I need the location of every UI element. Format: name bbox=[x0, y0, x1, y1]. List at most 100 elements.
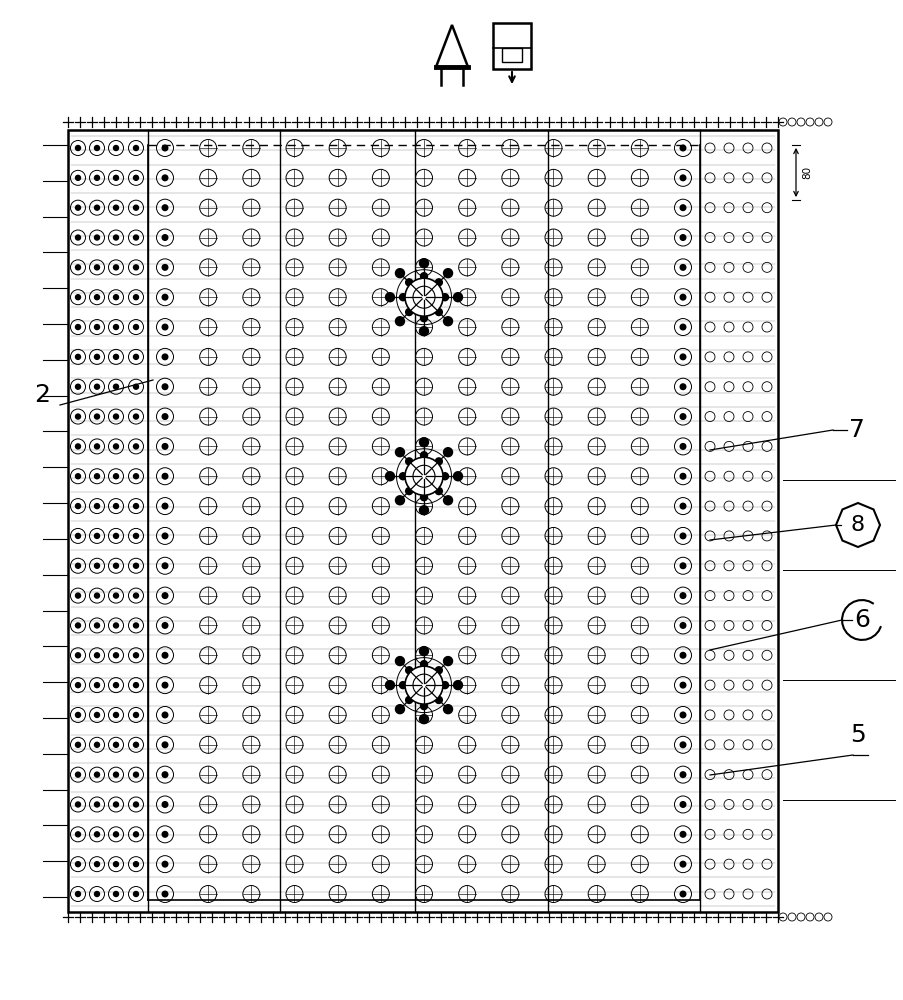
Circle shape bbox=[420, 315, 427, 322]
Circle shape bbox=[95, 354, 99, 359]
Circle shape bbox=[162, 145, 168, 151]
Circle shape bbox=[134, 205, 138, 210]
Circle shape bbox=[134, 474, 138, 479]
Circle shape bbox=[162, 861, 168, 867]
Circle shape bbox=[405, 309, 412, 316]
Circle shape bbox=[134, 862, 138, 867]
Circle shape bbox=[679, 294, 685, 300]
Circle shape bbox=[134, 175, 138, 180]
Circle shape bbox=[76, 235, 80, 240]
Circle shape bbox=[95, 205, 99, 210]
Circle shape bbox=[95, 593, 99, 598]
Circle shape bbox=[114, 563, 118, 568]
Circle shape bbox=[420, 494, 427, 501]
Circle shape bbox=[419, 438, 428, 447]
Circle shape bbox=[679, 384, 685, 390]
Circle shape bbox=[134, 235, 138, 240]
Circle shape bbox=[419, 647, 428, 656]
Circle shape bbox=[76, 175, 80, 180]
Circle shape bbox=[95, 623, 99, 628]
Circle shape bbox=[134, 892, 138, 896]
Circle shape bbox=[76, 205, 80, 210]
Circle shape bbox=[162, 772, 168, 777]
Circle shape bbox=[76, 474, 80, 479]
Circle shape bbox=[134, 146, 138, 151]
Circle shape bbox=[76, 832, 80, 837]
Circle shape bbox=[679, 742, 685, 748]
Circle shape bbox=[95, 235, 99, 240]
Circle shape bbox=[385, 293, 394, 302]
Circle shape bbox=[419, 327, 428, 336]
Circle shape bbox=[399, 682, 406, 689]
Circle shape bbox=[76, 593, 80, 598]
Text: 80: 80 bbox=[801, 166, 811, 179]
Circle shape bbox=[679, 772, 685, 777]
Circle shape bbox=[453, 293, 462, 302]
Circle shape bbox=[435, 279, 442, 286]
Circle shape bbox=[162, 205, 168, 210]
Circle shape bbox=[95, 832, 99, 837]
Circle shape bbox=[95, 175, 99, 180]
Circle shape bbox=[405, 278, 442, 316]
Circle shape bbox=[420, 661, 427, 668]
Circle shape bbox=[76, 802, 80, 807]
Circle shape bbox=[395, 269, 404, 278]
Circle shape bbox=[679, 563, 685, 569]
Circle shape bbox=[162, 235, 168, 240]
Circle shape bbox=[420, 682, 427, 689]
Circle shape bbox=[405, 458, 412, 465]
Circle shape bbox=[95, 474, 99, 479]
Circle shape bbox=[114, 623, 118, 628]
Circle shape bbox=[114, 235, 118, 240]
Circle shape bbox=[399, 294, 406, 301]
Circle shape bbox=[114, 593, 118, 598]
Bar bbox=[492, 23, 530, 69]
Circle shape bbox=[114, 444, 118, 449]
Circle shape bbox=[162, 444, 168, 449]
Circle shape bbox=[395, 496, 404, 505]
Circle shape bbox=[95, 712, 99, 717]
Circle shape bbox=[162, 832, 168, 837]
Circle shape bbox=[162, 354, 168, 360]
Circle shape bbox=[385, 681, 394, 690]
Circle shape bbox=[114, 712, 118, 717]
Circle shape bbox=[419, 681, 428, 689]
Circle shape bbox=[443, 496, 452, 505]
Circle shape bbox=[76, 862, 80, 867]
Circle shape bbox=[679, 712, 685, 718]
Circle shape bbox=[453, 472, 462, 481]
Circle shape bbox=[76, 742, 80, 747]
Circle shape bbox=[114, 683, 118, 688]
Circle shape bbox=[162, 742, 168, 748]
Circle shape bbox=[162, 294, 168, 300]
Circle shape bbox=[162, 265, 168, 270]
Circle shape bbox=[435, 667, 442, 674]
Circle shape bbox=[162, 712, 168, 718]
Circle shape bbox=[162, 802, 168, 807]
Circle shape bbox=[76, 384, 80, 389]
Circle shape bbox=[76, 533, 80, 538]
Circle shape bbox=[134, 712, 138, 717]
Circle shape bbox=[162, 384, 168, 390]
Circle shape bbox=[419, 293, 428, 301]
Circle shape bbox=[679, 533, 685, 539]
Bar bbox=[501, 48, 521, 62]
Circle shape bbox=[435, 309, 442, 316]
Circle shape bbox=[76, 414, 80, 419]
Circle shape bbox=[420, 294, 427, 301]
Circle shape bbox=[679, 205, 685, 210]
Circle shape bbox=[679, 623, 685, 628]
Circle shape bbox=[679, 444, 685, 449]
Circle shape bbox=[435, 696, 442, 703]
Circle shape bbox=[162, 324, 168, 330]
Circle shape bbox=[134, 384, 138, 389]
Circle shape bbox=[114, 802, 118, 807]
Circle shape bbox=[405, 488, 412, 495]
Circle shape bbox=[419, 506, 428, 515]
Circle shape bbox=[114, 892, 118, 896]
Circle shape bbox=[419, 259, 428, 268]
Circle shape bbox=[162, 563, 168, 569]
Circle shape bbox=[76, 295, 80, 300]
Circle shape bbox=[134, 802, 138, 807]
Circle shape bbox=[114, 175, 118, 180]
